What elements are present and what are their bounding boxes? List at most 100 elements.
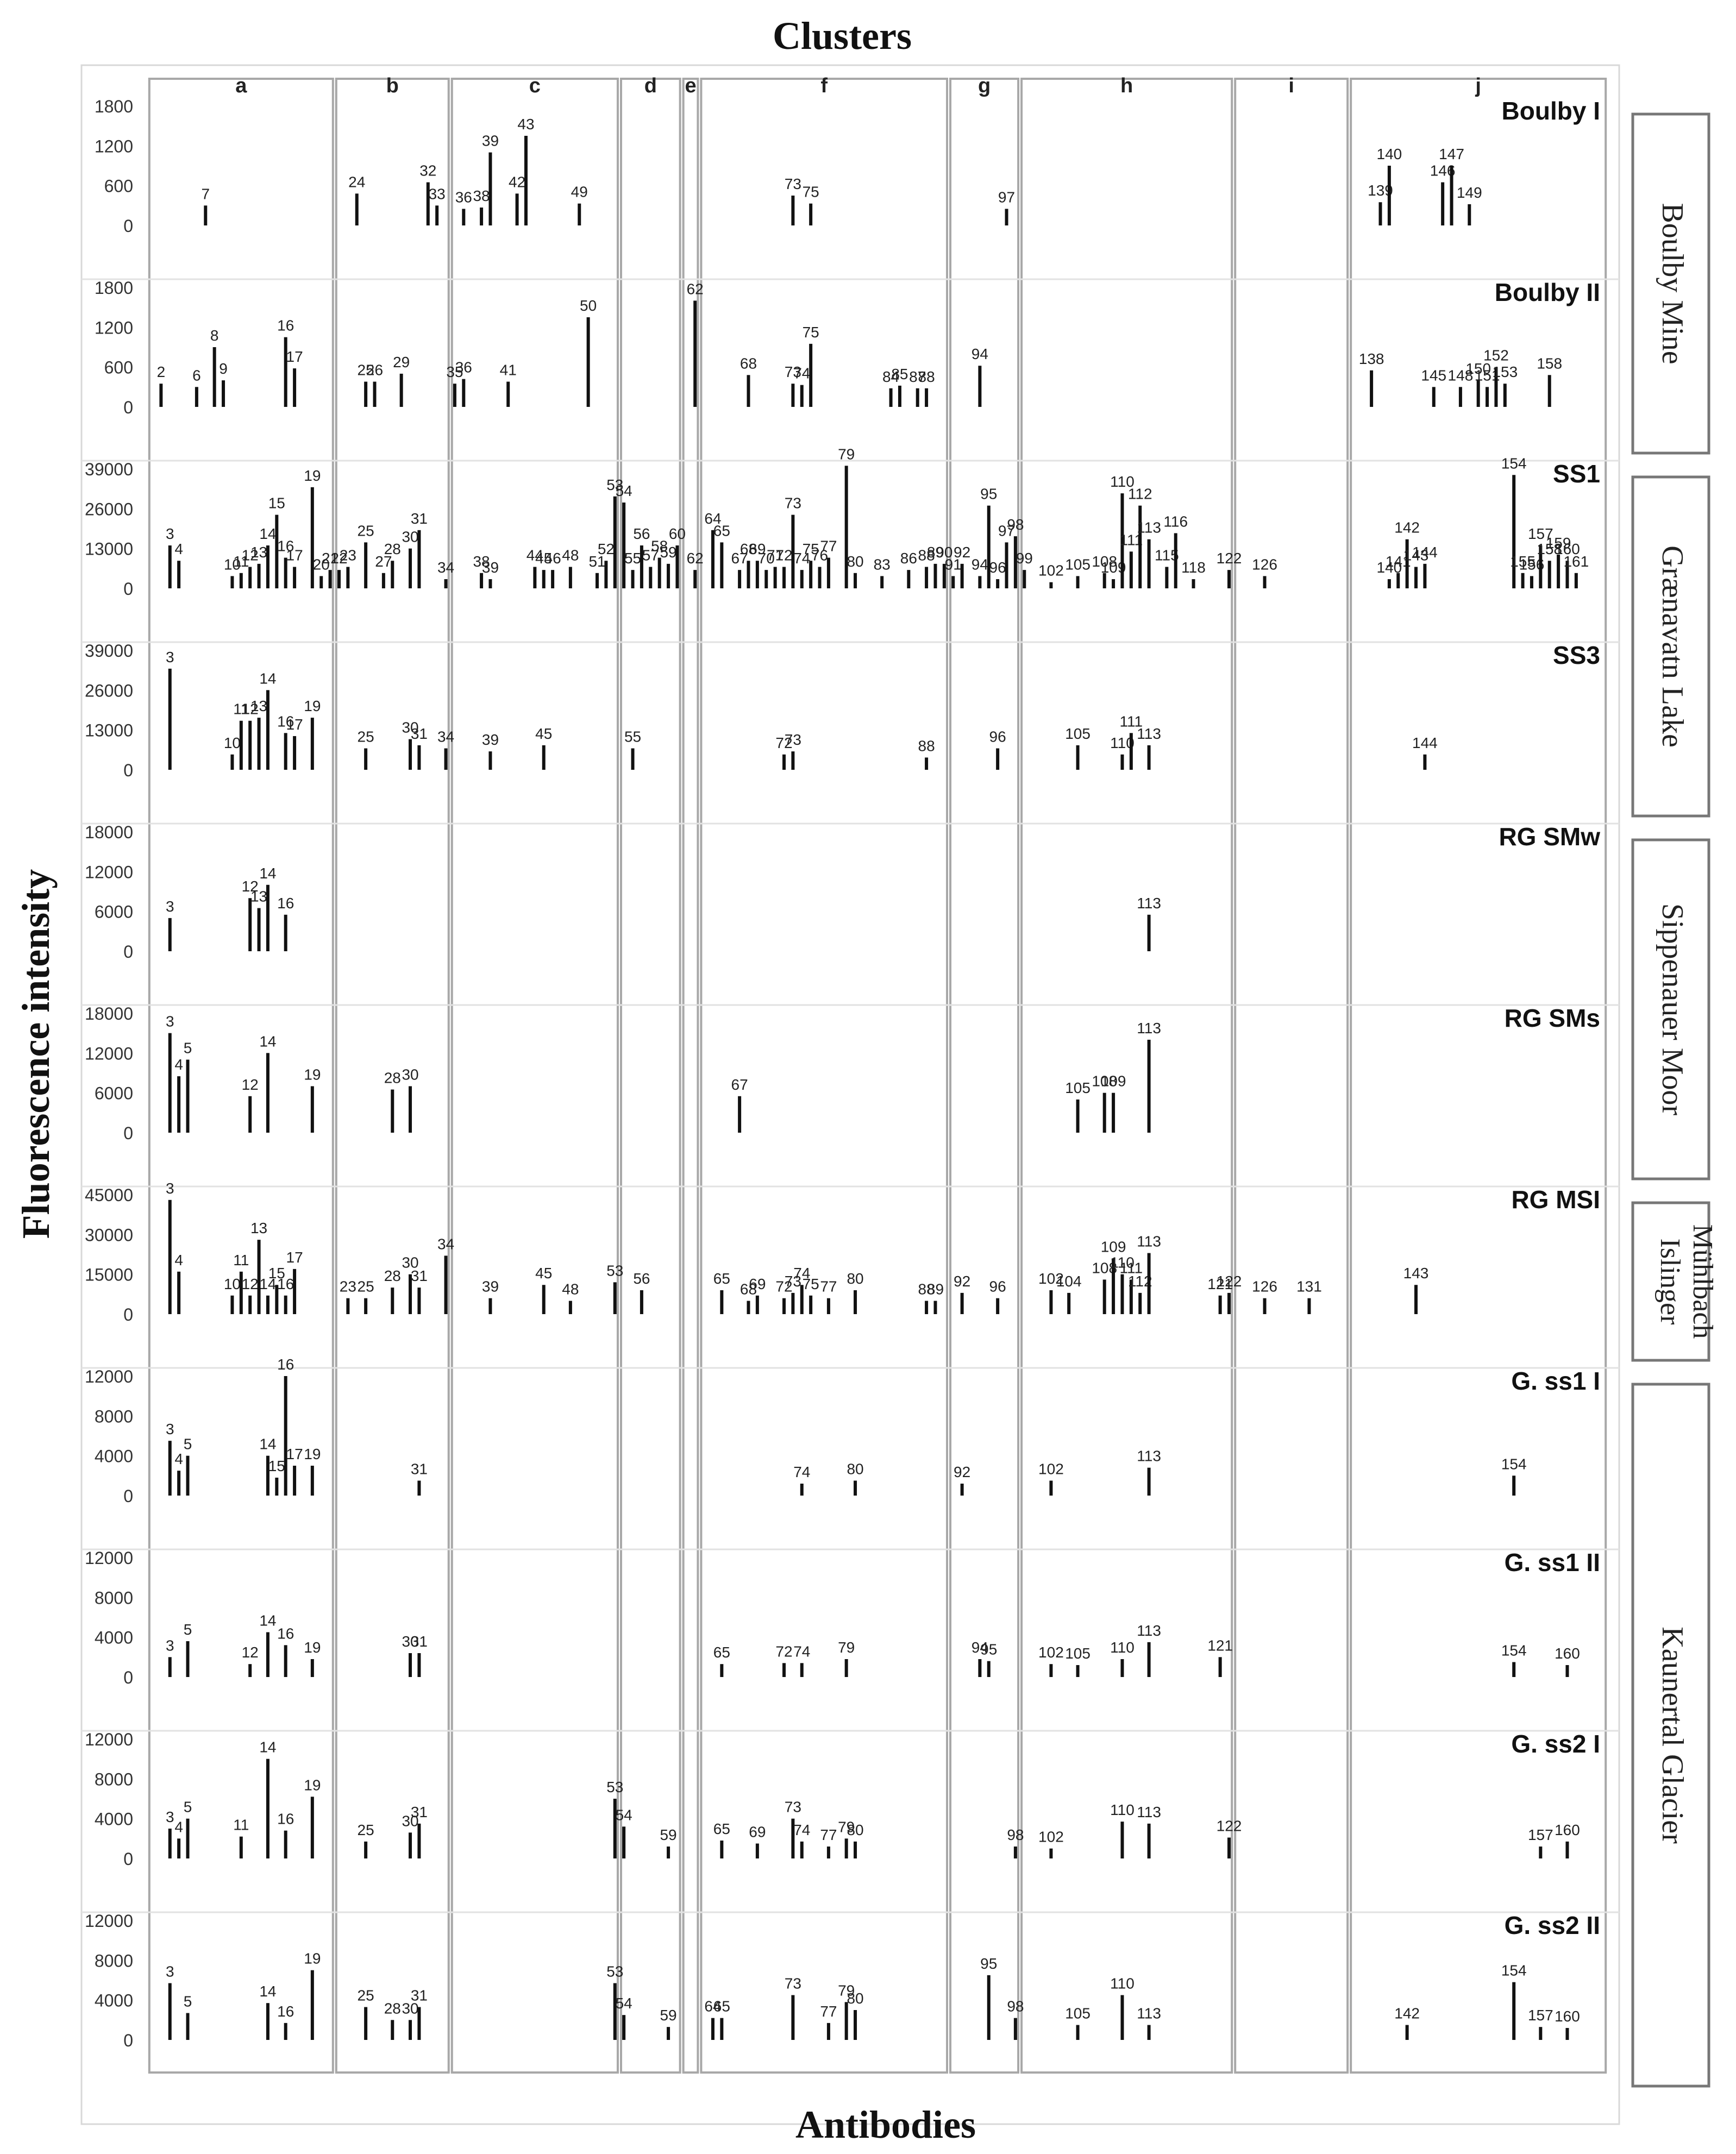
bar-label: 2 <box>157 363 166 380</box>
bar-label: 31 <box>411 1804 428 1820</box>
bar <box>720 1841 724 1858</box>
bar-label: 105 <box>1065 556 1091 573</box>
site-label: Islinger <box>1654 1239 1685 1325</box>
bar <box>1218 1295 1222 1314</box>
bar-label: 4 <box>174 1818 183 1835</box>
y-tick-label: 1200 <box>95 136 133 156</box>
bar-label: 11 <box>233 1252 249 1268</box>
bar-label: 102 <box>1038 1644 1064 1661</box>
bar <box>800 570 804 588</box>
bar-label: 52 <box>598 541 615 557</box>
bar-label: 56 <box>633 1270 650 1287</box>
bar <box>248 898 252 951</box>
bar <box>310 1466 314 1496</box>
bar-label: 96 <box>989 1278 1006 1295</box>
bar <box>818 567 822 588</box>
cluster-label-j: j <box>1475 74 1481 97</box>
bar <box>1138 505 1142 588</box>
bar <box>755 561 759 588</box>
cluster-label-e: e <box>685 74 696 97</box>
bar-label: 89 <box>927 544 944 561</box>
bar-label: 69 <box>749 541 766 557</box>
bar <box>212 347 216 407</box>
bar-label: 88 <box>918 737 935 754</box>
bar-label: 88 <box>918 1281 935 1298</box>
bar <box>1512 1662 1516 1677</box>
bar-label: 12 <box>242 1276 259 1292</box>
y-tick-label: 6000 <box>95 1084 133 1103</box>
bar <box>426 182 430 225</box>
bar-label: 55 <box>624 729 641 745</box>
cluster-label-a: a <box>235 74 247 97</box>
bar <box>177 1271 181 1314</box>
bar <box>782 1663 786 1677</box>
bar <box>693 570 697 588</box>
bar <box>284 557 287 588</box>
y-tick-label: 0 <box>123 942 133 962</box>
panel-title: RG SMw <box>1499 822 1600 851</box>
y-tick-label: 0 <box>123 579 133 599</box>
bar <box>800 1663 804 1677</box>
bar-label: 25 <box>358 1987 374 2004</box>
bar-label: 12 <box>242 547 259 564</box>
bar <box>978 576 982 588</box>
bar-label: 126 <box>1252 556 1277 573</box>
y-tick-label: 0 <box>123 216 133 236</box>
bar-label: 39 <box>482 133 499 149</box>
bar-label: 17 <box>286 1249 303 1266</box>
bar <box>542 570 546 588</box>
bar <box>310 1970 314 2040</box>
bar <box>177 561 181 588</box>
bar <box>177 1076 181 1133</box>
bar-label: 17 <box>286 716 303 733</box>
bar <box>925 567 929 588</box>
bar <box>337 570 341 588</box>
y-tick-label: 12000 <box>85 1367 133 1386</box>
bar <box>488 1298 492 1314</box>
bar <box>257 1240 261 1314</box>
bar-label: 87 <box>909 368 926 385</box>
cluster-label-f: f <box>820 74 828 97</box>
bar <box>1423 563 1427 588</box>
bar-label: 4 <box>174 1056 183 1073</box>
bar-label: 140 <box>1377 146 1402 162</box>
bar-label: 16 <box>277 2003 294 2020</box>
bar-label: 16 <box>277 1625 294 1642</box>
bar <box>506 381 510 407</box>
bar-label: 76 <box>811 547 828 564</box>
bar <box>444 579 448 588</box>
bar-label: 16 <box>277 1276 294 1292</box>
bar-label: 64 <box>704 510 721 527</box>
bar <box>1414 1285 1418 1314</box>
bar <box>177 1838 181 1858</box>
bar-label: 110 <box>1110 1975 1135 1992</box>
bar <box>1512 1982 1516 2040</box>
y-tick-label: 0 <box>123 398 133 417</box>
panel-title: Boulby I <box>1502 97 1600 125</box>
bar <box>399 373 403 407</box>
bar <box>1129 1279 1133 1314</box>
bar-label: 14 <box>259 525 276 542</box>
bar <box>1547 375 1551 407</box>
y-tick-label: 12000 <box>85 1730 133 1749</box>
bar <box>1013 536 1017 588</box>
bar-label: 69 <box>749 1276 766 1292</box>
bar <box>417 1480 421 1496</box>
bar <box>346 1298 350 1314</box>
bar <box>907 570 911 588</box>
bar-label: 143 <box>1403 547 1429 564</box>
bar <box>1539 1847 1543 1858</box>
bar <box>720 1664 724 1677</box>
bar-label: 36 <box>455 359 472 376</box>
bar-label: 17 <box>286 348 303 365</box>
bar <box>925 1301 929 1314</box>
bar-label: 74 <box>793 1464 810 1480</box>
bar <box>1112 1258 1115 1314</box>
bar-label: 51 <box>588 553 605 570</box>
bar-label: 11 <box>233 701 249 718</box>
cluster-boxes: a b c d e f g h i j <box>80 64 1620 2125</box>
bar-label: 73 <box>785 1273 801 1290</box>
bar-label: 19 <box>304 1446 321 1462</box>
